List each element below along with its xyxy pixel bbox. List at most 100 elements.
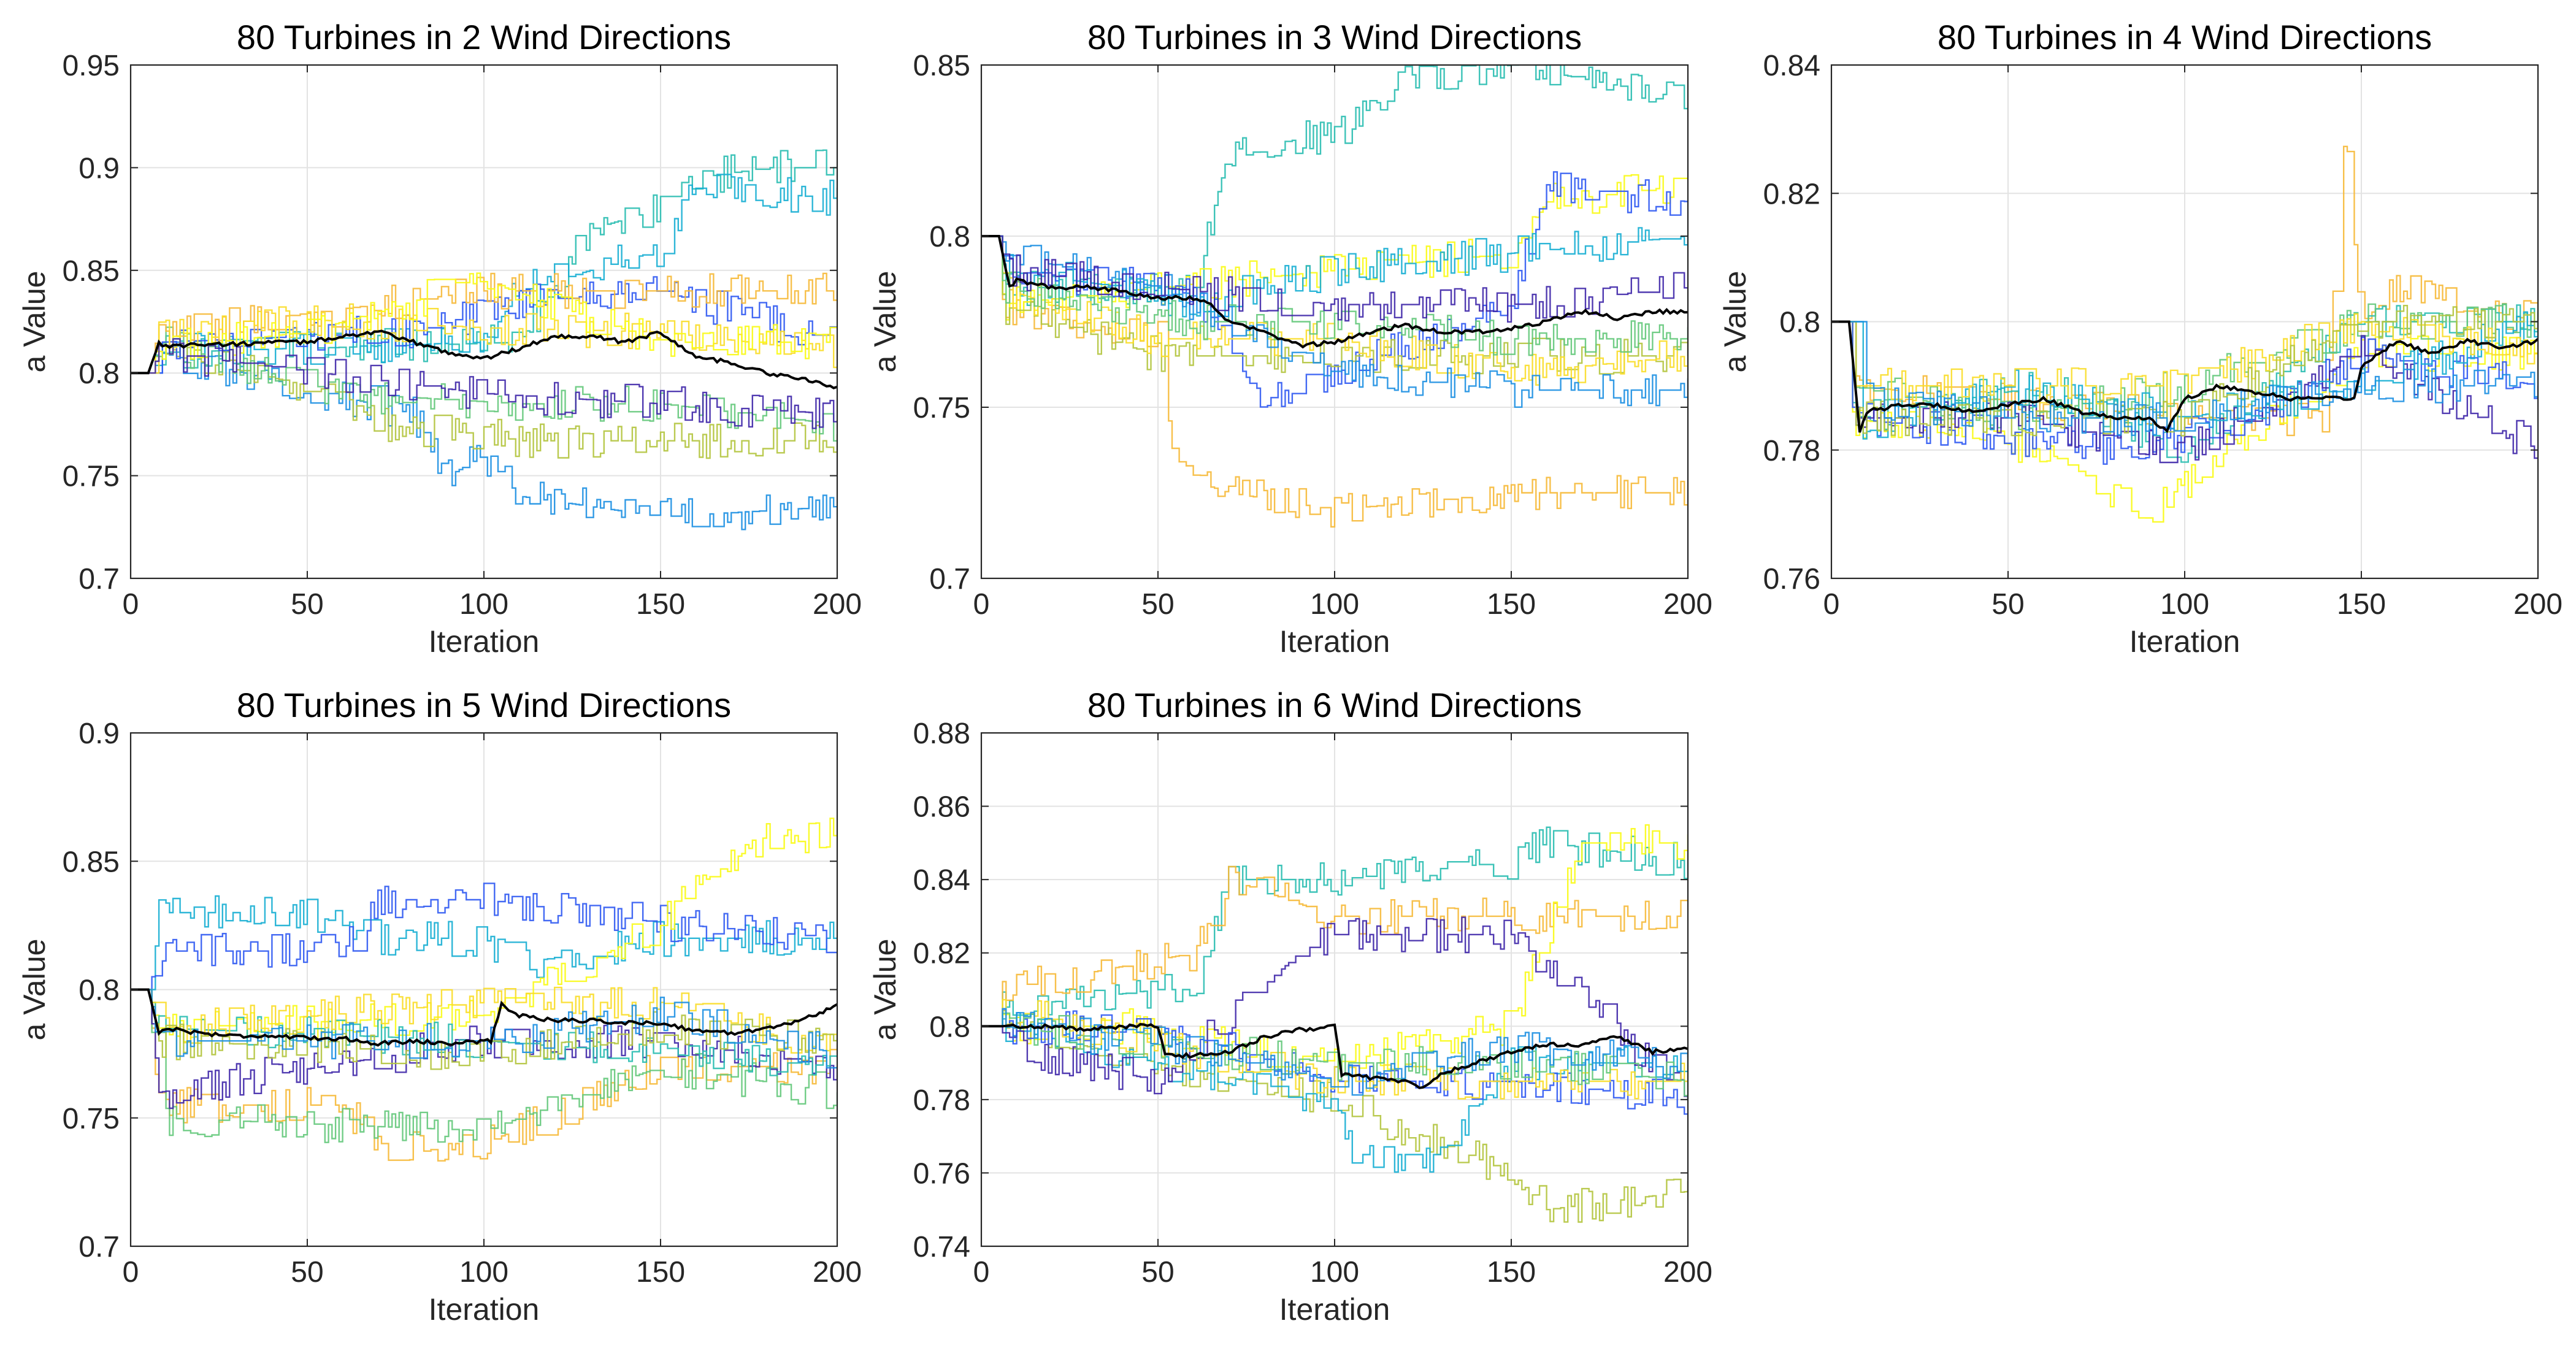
x-tick-label: 50 xyxy=(1141,1256,1174,1289)
y-tick-label: 0.9 xyxy=(79,718,120,750)
y-axis-label: a Value xyxy=(868,271,902,373)
series-line xyxy=(1831,321,2538,523)
series-line xyxy=(131,818,837,1043)
series-group xyxy=(131,149,837,531)
x-tick-label: 200 xyxy=(2513,588,2563,621)
x-axis-label: Iteration xyxy=(1279,624,1390,659)
y-tick-label: 0.8 xyxy=(929,1011,970,1043)
series-line xyxy=(131,989,837,1162)
y-tick-label: 0.84 xyxy=(913,864,970,897)
x-tick-label: 50 xyxy=(291,1256,323,1289)
x-tick-label: 200 xyxy=(813,1256,862,1289)
y-tick-label: 0.8 xyxy=(79,975,120,1007)
chart-panel-5: 0 50 100 150 200 0.74 0.76 0.78 0.8 0.82 0.84 0.86 0… xyxy=(868,686,1712,1327)
chart-title: 80 Turbines in 6 Wind Directions xyxy=(1087,686,1582,724)
y-tick-label: 0.8 xyxy=(79,358,120,390)
y-tick-label: 0.85 xyxy=(913,50,970,82)
series-line xyxy=(981,227,1688,318)
x-axis-label: Iteration xyxy=(429,624,540,659)
chart-title: 80 Turbines in 4 Wind Directions xyxy=(1938,18,2432,56)
y-tick-label: 0.76 xyxy=(1763,563,1820,596)
y-tick-label: 0.7 xyxy=(79,563,120,596)
x-tick-label: 50 xyxy=(1141,588,1174,621)
mean-line xyxy=(1831,320,2538,434)
chart-title: 80 Turbines in 3 Wind Directions xyxy=(1087,18,1582,56)
series-line xyxy=(1831,305,2538,437)
x-axis-label: Iteration xyxy=(2129,624,2241,659)
x-tick-label: 150 xyxy=(1487,588,1536,621)
y-tick-label: 0.78 xyxy=(1763,435,1820,467)
mean-line xyxy=(131,329,837,389)
y-tick-label: 0.86 xyxy=(913,791,970,824)
x-tick-label: 150 xyxy=(2337,588,2386,621)
series-line xyxy=(131,895,837,991)
series-line xyxy=(131,343,837,459)
x-tick-label: 200 xyxy=(1663,1256,1712,1289)
series-line xyxy=(981,826,1688,1027)
y-tick-label: 0.7 xyxy=(79,1231,120,1263)
y-tick-label: 0.95 xyxy=(63,50,120,82)
x-tick-label: 150 xyxy=(636,1256,685,1289)
y-tick-label: 0.75 xyxy=(63,1103,120,1135)
y-tick-label: 0.8 xyxy=(1779,307,1820,339)
series-group xyxy=(131,818,837,1162)
series-line xyxy=(981,65,1688,306)
chart-panel-4: 0 50 100 150 200 0.7 0.75 0.8 0.85 0.9 80 Turbines… xyxy=(17,686,862,1327)
series-line xyxy=(131,272,837,374)
mean-line xyxy=(131,988,837,1047)
series-group xyxy=(981,65,1688,528)
x-tick-label: 0 xyxy=(123,1256,139,1289)
y-axis-label: a Value xyxy=(17,271,52,373)
series-group xyxy=(981,824,1688,1223)
chart-panel-3: 0 50 100 150 200 0.76 0.78 0.8 0.82 0.84 80 Turbin… xyxy=(1718,18,2563,659)
x-tick-label: 100 xyxy=(459,1256,508,1289)
series-line xyxy=(981,235,1688,356)
x-tick-label: 50 xyxy=(291,588,323,621)
x-tick-label: 0 xyxy=(973,588,990,621)
y-tick-label: 0.82 xyxy=(1763,178,1820,210)
x-axis-label: Iteration xyxy=(1279,1292,1390,1327)
series-line xyxy=(131,149,837,374)
y-tick-label: 0.88 xyxy=(913,718,970,750)
y-tick-label: 0.75 xyxy=(913,392,970,424)
y-tick-label: 0.8 xyxy=(929,221,970,253)
x-tick-label: 50 xyxy=(1991,588,2024,621)
y-axis-label: a Value xyxy=(1718,271,1752,373)
y-tick-label: 0.85 xyxy=(63,846,120,878)
series-line xyxy=(131,989,837,1143)
x-tick-label: 100 xyxy=(1310,588,1359,621)
series-line xyxy=(981,865,1688,1027)
y-axis-label: a Value xyxy=(868,939,902,1041)
y-tick-label: 0.75 xyxy=(63,461,120,493)
mean-line xyxy=(981,1023,1688,1089)
y-tick-label: 0.84 xyxy=(1763,50,1820,82)
chart-title: 80 Turbines in 2 Wind Directions xyxy=(237,18,731,56)
y-tick-label: 0.9 xyxy=(79,152,120,185)
series-line xyxy=(981,916,1688,1100)
x-tick-label: 100 xyxy=(1310,1256,1359,1289)
y-tick-label: 0.74 xyxy=(913,1231,970,1263)
y-axis-label: a Value xyxy=(17,939,52,1041)
series-line xyxy=(1831,313,2538,405)
y-tick-label: 0.85 xyxy=(63,255,120,288)
series-line xyxy=(131,338,837,429)
x-tick-label: 0 xyxy=(973,1256,990,1289)
x-tick-label: 0 xyxy=(123,588,139,621)
x-tick-label: 100 xyxy=(459,588,508,621)
chart-panel-1: 0 50 100 150 200 0.7 0.75 0.8 0.85 0.9 0.95 80 Turb… xyxy=(17,18,862,659)
x-tick-label: 100 xyxy=(2160,588,2209,621)
y-tick-label: 0.7 xyxy=(929,563,970,596)
series-line xyxy=(131,303,837,374)
series-group xyxy=(1831,145,2538,523)
series-line xyxy=(981,998,1688,1100)
y-tick-label: 0.78 xyxy=(913,1084,970,1117)
series-line xyxy=(981,235,1688,408)
series-line xyxy=(131,986,837,1054)
x-tick-label: 150 xyxy=(1487,1256,1536,1289)
x-tick-label: 0 xyxy=(1823,588,1840,621)
chart-panel-2: 0 50 100 150 200 0.7 0.75 0.8 0.85 80 Turbines in… xyxy=(868,18,1712,659)
chart-title: 80 Turbines in 5 Wind Directions xyxy=(237,686,731,724)
series-line xyxy=(981,1008,1688,1096)
mean-line xyxy=(981,235,1688,349)
